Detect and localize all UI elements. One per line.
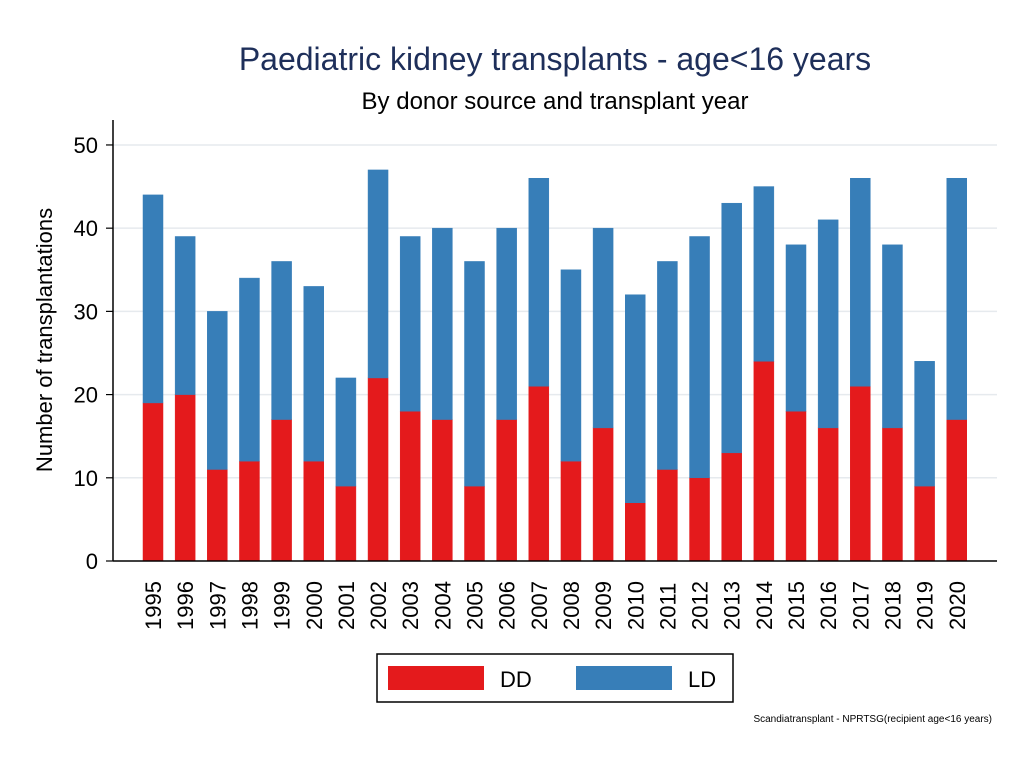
bar-ld-2016 [817, 219, 839, 429]
x-tick-label-2004: 2004 [430, 581, 455, 630]
bar-ld-2013 [721, 202, 742, 454]
y-tick-label-50: 50 [74, 133, 98, 158]
x-tick-label-2010: 2010 [623, 581, 648, 630]
x-tick-label-2009: 2009 [591, 581, 616, 630]
legend-label-dd: DD [500, 667, 532, 692]
bar-dd-2013 [721, 452, 742, 562]
y-tick-label-20: 20 [74, 383, 98, 408]
bar-dd-2007 [528, 386, 550, 562]
source-note: Scandiatransplant - NPRTSG(recipient age… [753, 714, 992, 725]
x-tick-label-2000: 2000 [302, 581, 327, 630]
bar-ld-2006 [496, 227, 517, 420]
bar-ld-2000 [303, 286, 324, 462]
legend-swatch-ld [576, 666, 672, 690]
bar-dd-2017 [850, 386, 871, 562]
x-tick-label-2006: 2006 [495, 581, 520, 630]
x-tick-label-1997: 1997 [205, 581, 230, 630]
x-tick-label-1998: 1998 [237, 581, 262, 630]
legend: DD LD [376, 653, 734, 703]
bar-ld-2020 [946, 177, 967, 420]
bars [142, 169, 967, 562]
bar-dd-1996 [174, 394, 196, 562]
x-tick-label-1996: 1996 [173, 581, 198, 630]
y-tick-label-0: 0 [86, 549, 98, 574]
bar-dd-2002 [367, 377, 389, 562]
x-tick-label-2003: 2003 [398, 581, 423, 630]
bar-dd-1998 [239, 460, 260, 562]
x-tick-label-2017: 2017 [848, 581, 873, 630]
bar-ld-1996 [174, 236, 196, 395]
bar-dd-2005 [464, 485, 485, 562]
bar-ld-2001 [335, 377, 357, 487]
x-tick-label-1999: 1999 [270, 581, 295, 630]
bar-ld-1997 [207, 311, 228, 470]
bar-dd-2014 [753, 361, 775, 562]
bar-ld-1995 [142, 194, 164, 404]
bar-dd-1999 [271, 419, 292, 562]
y-tick-label-30: 30 [74, 299, 98, 324]
y-axis-label: Number of transplantations [32, 208, 57, 472]
bar-ld-2007 [528, 177, 550, 387]
bar-ld-2008 [560, 269, 582, 462]
x-tick-label-2002: 2002 [366, 581, 391, 630]
bar-ld-1998 [239, 277, 260, 462]
x-tick-label-1995: 1995 [141, 581, 166, 630]
gridlines [113, 144, 997, 479]
bar-ld-2002 [367, 169, 389, 379]
x-tick-label-2019: 2019 [913, 581, 938, 630]
bar-dd-2012 [689, 477, 710, 562]
bar-dd-2015 [785, 410, 807, 562]
bar-dd-2003 [399, 410, 421, 562]
bar-ld-2011 [657, 261, 678, 470]
x-tick-label-2013: 2013 [720, 581, 745, 630]
bar-ld-2003 [399, 236, 421, 412]
bar-dd-1997 [207, 469, 228, 562]
bar-ld-2017 [850, 177, 871, 387]
bar-dd-2020 [946, 419, 967, 562]
bar-ld-2009 [592, 227, 614, 429]
bar-dd-2010 [625, 502, 646, 562]
x-tick-label-2008: 2008 [559, 581, 584, 630]
legend-label-ld: LD [688, 667, 716, 692]
bar-ld-2012 [689, 236, 710, 479]
chart-title: Paediatric kidney transplants - age<16 y… [239, 41, 871, 77]
x-tick-label-2014: 2014 [752, 581, 777, 630]
x-tick-label-2018: 2018 [880, 581, 905, 630]
chart-subtitle: By donor source and transplant year [362, 88, 749, 115]
bar-ld-2015 [785, 244, 807, 412]
bar-ld-2018 [882, 244, 903, 429]
x-tick-label-2007: 2007 [527, 581, 552, 630]
bar-dd-2004 [432, 419, 453, 562]
bar-dd-2009 [592, 427, 614, 562]
bar-ld-2005 [464, 261, 485, 487]
bar-dd-2008 [560, 460, 582, 562]
bar-dd-2001 [335, 485, 357, 562]
x-tick-label-2020: 2020 [945, 581, 970, 630]
bar-dd-2011 [657, 469, 678, 562]
x-tick-label-2012: 2012 [688, 581, 713, 630]
bar-dd-2019 [914, 485, 935, 562]
x-tick-label-2015: 2015 [784, 581, 809, 630]
x-tick-label-2016: 2016 [816, 581, 841, 630]
bar-ld-2014 [753, 186, 775, 362]
bar-ld-2019 [914, 361, 935, 487]
bar-dd-2000 [303, 460, 324, 562]
x-tick-label-2005: 2005 [463, 581, 488, 630]
bar-ld-2010 [625, 294, 646, 504]
y-tick-label-40: 40 [74, 216, 98, 241]
bar-dd-2018 [882, 427, 903, 562]
bar-dd-1995 [142, 402, 164, 562]
bar-dd-2006 [496, 419, 517, 562]
legend-swatch-dd [388, 666, 484, 690]
bar-dd-2016 [817, 427, 839, 562]
bar-ld-1999 [271, 261, 292, 420]
axes: 0 10 20 30 40 50 1995 1996 1997 1998 1999 2000 2001 2… [74, 120, 997, 630]
bar-ld-2004 [432, 227, 453, 420]
y-tick-label-10: 10 [74, 466, 98, 491]
x-tick-label-2001: 2001 [334, 581, 359, 630]
x-tick-label-2011: 2011 [655, 583, 680, 630]
